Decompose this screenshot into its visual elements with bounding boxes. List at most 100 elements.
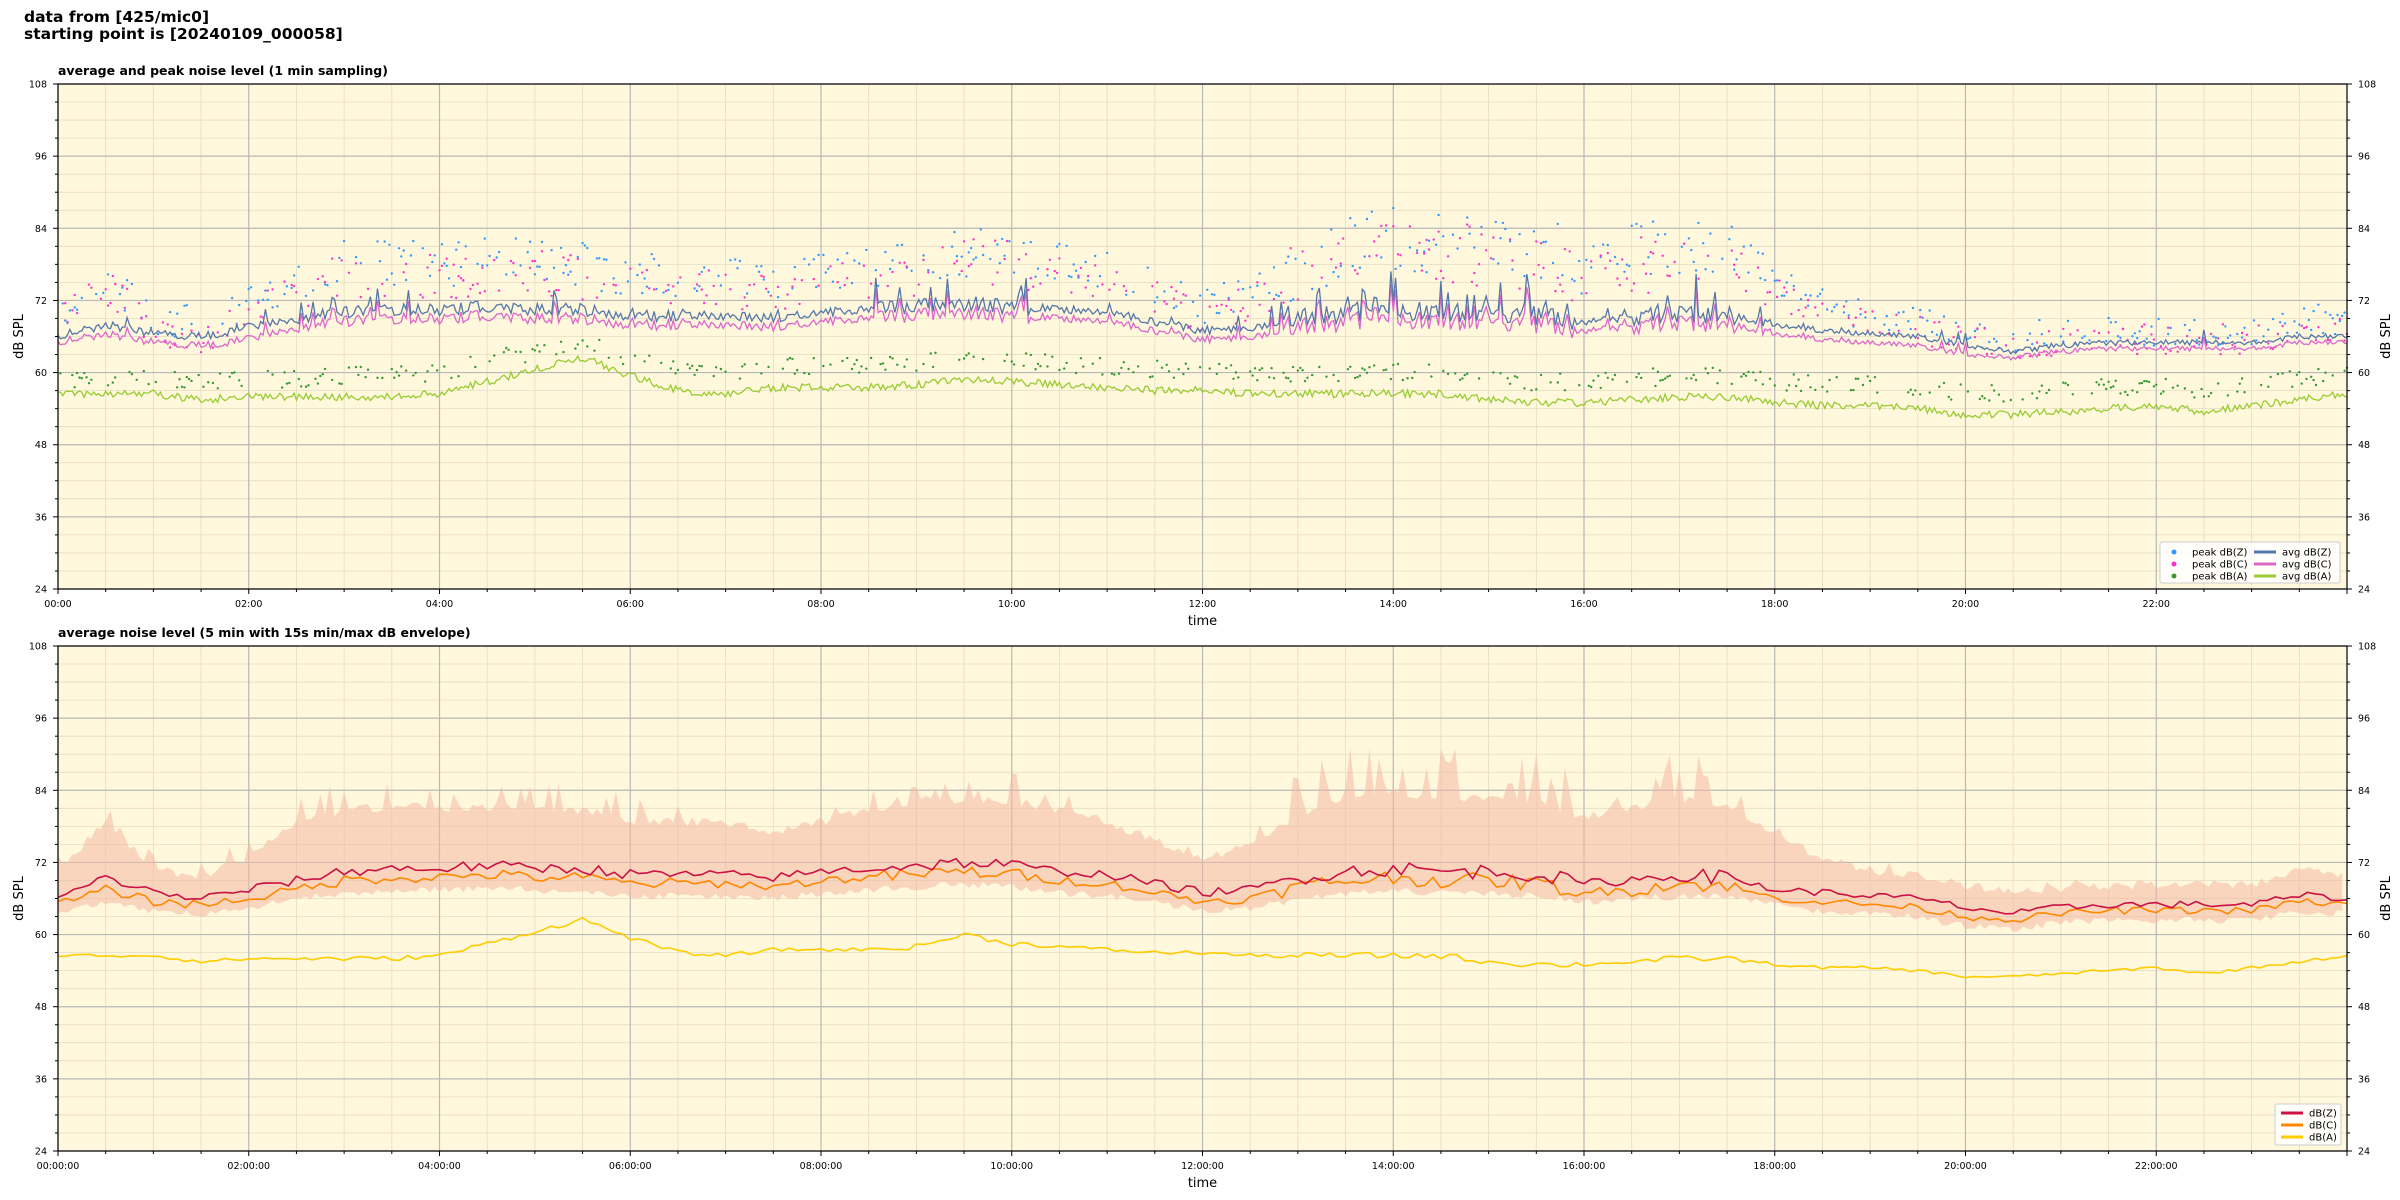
peak-dot-z-757 bbox=[1330, 228, 1333, 231]
peak-dot-z-329 bbox=[600, 289, 603, 293]
peak-dot-c-399 bbox=[724, 273, 727, 276]
chart1-ytick-left-96: 96 bbox=[35, 714, 47, 725]
peak-dot-a-23 bbox=[90, 378, 93, 381]
peak-dot-a-637 bbox=[1132, 371, 1135, 374]
peak-dot-z-468 bbox=[846, 252, 849, 255]
peak-dot-c-262 bbox=[497, 289, 501, 292]
peak-dot-z-359 bbox=[657, 264, 661, 267]
peak-dot-a-625 bbox=[1110, 372, 1114, 375]
peak-dot-z-332 bbox=[605, 258, 608, 261]
peak-dot-c-1363 bbox=[2300, 324, 2303, 327]
peak-dot-c-538 bbox=[967, 265, 970, 268]
chart0-ytick-right-72: 72 bbox=[2358, 296, 2370, 307]
peak-dot-a-1125 bbox=[1919, 393, 1922, 396]
peak-dot-z-1309 bbox=[2214, 336, 2218, 339]
peak-dot-c-238 bbox=[459, 277, 463, 280]
peak-dot-c-1011 bbox=[1740, 252, 1743, 255]
chart0-legend-marker-2 bbox=[2171, 573, 2177, 579]
peak-dot-c-1168 bbox=[1990, 352, 1993, 355]
peak-dot-c-409 bbox=[743, 296, 746, 299]
peak-dot-z-870 bbox=[1508, 240, 1512, 243]
peak-dot-a-843 bbox=[1461, 377, 1464, 380]
peak-dot-z-355 bbox=[650, 253, 653, 256]
peak-dot-z-1002 bbox=[1728, 238, 1731, 241]
peak-dot-c-560 bbox=[1005, 239, 1009, 243]
peak-dot-a-824 bbox=[1427, 363, 1431, 366]
peak-dot-z-597 bbox=[1065, 244, 1068, 248]
peak-dot-a-1266 bbox=[2145, 380, 2148, 383]
peak-dot-z-1264 bbox=[2145, 337, 2148, 340]
peak-dot-a-1171 bbox=[1992, 389, 1996, 392]
peak-dot-a-520 bbox=[934, 351, 937, 354]
peak-dot-c-1347 bbox=[2276, 332, 2280, 336]
peak-dot-a-1236 bbox=[2112, 385, 2115, 388]
peak-dot-z-1170 bbox=[1992, 337, 1996, 341]
peak-dot-a-737 bbox=[1289, 380, 1292, 383]
peak-dot-a-416 bbox=[755, 362, 758, 366]
peak-dot-z-1359 bbox=[2295, 331, 2299, 334]
peak-dot-c-692 bbox=[1229, 308, 1233, 311]
peak-dot-z-895 bbox=[1551, 261, 1555, 265]
peak-dot-c-258 bbox=[493, 258, 496, 262]
peak-dot-a-1117 bbox=[1909, 388, 1912, 391]
peak-dot-a-44 bbox=[128, 370, 131, 374]
peak-dot-z-1240 bbox=[2116, 335, 2120, 338]
peak-dot-a-964 bbox=[1654, 384, 1657, 388]
peak-dot-a-1364 bbox=[2300, 382, 2303, 385]
peak-dot-z-53 bbox=[145, 299, 148, 302]
peak-dot-a-410 bbox=[743, 363, 746, 366]
chart0-title: average and peak noise level (1 min samp… bbox=[58, 63, 388, 78]
peak-dot-c-465 bbox=[841, 262, 844, 265]
peak-dot-z-117 bbox=[261, 298, 265, 301]
peak-dot-c-802 bbox=[1396, 253, 1400, 256]
peak-dot-c-433 bbox=[786, 293, 789, 296]
peak-dot-c-1183 bbox=[2019, 356, 2022, 360]
peak-dot-z-464 bbox=[838, 286, 842, 289]
peak-dot-a-498 bbox=[891, 357, 894, 360]
peak-dot-z-851 bbox=[1473, 246, 1476, 249]
peak-dot-c-1209 bbox=[2062, 327, 2065, 331]
peak-dot-c-1187 bbox=[2028, 355, 2032, 358]
peak-dot-z-956 bbox=[1647, 256, 1650, 259]
peak-dot-a-245 bbox=[469, 355, 472, 359]
peak-dot-z-1072 bbox=[1826, 308, 1829, 311]
peak-dot-a-143 bbox=[300, 385, 303, 388]
peak-dot-c-854 bbox=[1477, 263, 1481, 266]
peak-dot-c-1225 bbox=[2097, 331, 2101, 335]
peak-dot-c-60 bbox=[161, 321, 165, 324]
peak-dot-c-889 bbox=[1539, 242, 1543, 245]
peak-dot-z-645 bbox=[1156, 296, 1159, 299]
avg-a-line bbox=[57, 354, 2348, 420]
peak-dot-c-1375 bbox=[2314, 339, 2318, 342]
peak-dot-a-916 bbox=[1587, 384, 1591, 387]
peak-dot-z-114 bbox=[257, 299, 260, 302]
peak-dot-c-1283 bbox=[2169, 349, 2172, 353]
peak-dot-a-435 bbox=[788, 356, 792, 360]
peak-dot-a-674 bbox=[1198, 366, 1202, 369]
peak-dot-c-140 bbox=[295, 291, 298, 294]
peak-dot-c-373 bbox=[679, 276, 682, 279]
peak-dot-z-452 bbox=[815, 285, 818, 289]
peak-dot-z-1353 bbox=[2283, 322, 2287, 325]
peak-dot-z-334 bbox=[612, 277, 615, 280]
peak-dot-a-224 bbox=[443, 365, 446, 368]
peak-dot-a-1189 bbox=[2031, 392, 2034, 395]
peak-dot-z-1126 bbox=[1921, 316, 1924, 319]
peak-dot-a-530 bbox=[958, 358, 961, 361]
peak-dot-a-478 bbox=[860, 365, 863, 368]
peak-dot-a-855 bbox=[1477, 377, 1481, 380]
peak-dot-a-408 bbox=[741, 365, 744, 368]
peak-dot-a-1204 bbox=[2047, 388, 2051, 392]
peak-dot-c-428 bbox=[774, 305, 777, 309]
peak-dot-a-922 bbox=[1597, 374, 1600, 378]
peak-dot-a-630 bbox=[1120, 366, 1123, 370]
peak-dot-a-1233 bbox=[2107, 380, 2110, 383]
peak-dot-c-669 bbox=[1189, 325, 1192, 328]
peak-dot-z-540 bbox=[970, 246, 973, 250]
peak-dot-a-935 bbox=[1613, 373, 1617, 377]
peak-dot-a-578 bbox=[1034, 368, 1037, 371]
peak-dot-a-1250 bbox=[2131, 389, 2134, 392]
peak-dot-c-828 bbox=[1435, 277, 1438, 280]
peak-dot-a-604 bbox=[1074, 371, 1078, 375]
peak-dot-c-581 bbox=[1039, 282, 1042, 285]
